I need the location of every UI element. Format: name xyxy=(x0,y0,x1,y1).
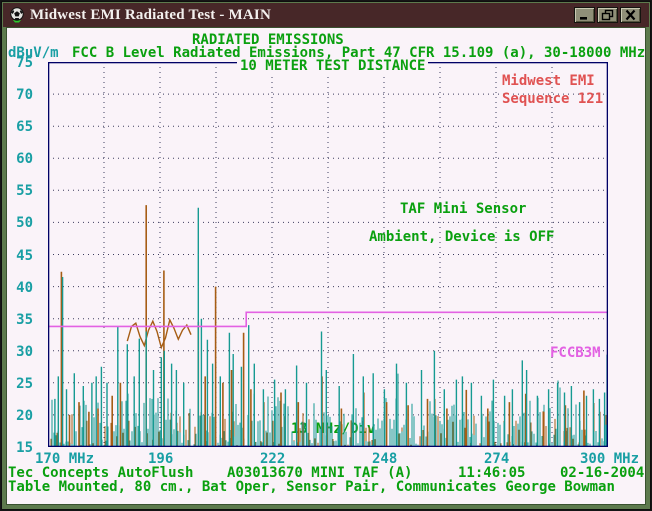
trace-teal-peaks xyxy=(54,207,608,447)
window-title: Midwest EMI Radiated Test - MAIN xyxy=(30,6,271,23)
x-tick-label: 300 MHz xyxy=(580,451,640,467)
y-tick-label: 20 xyxy=(16,408,33,424)
report-title: RADIATED EMISSIONS xyxy=(192,32,344,48)
limit-line xyxy=(48,311,608,328)
ambient-label: Ambient, Device is OFF xyxy=(369,229,555,245)
close-icon xyxy=(625,9,636,21)
y-tick-label: 75 xyxy=(16,55,33,71)
scale-note: 13 MHz/Div xyxy=(291,421,375,437)
minimize-button[interactable] xyxy=(574,7,595,23)
restore-button[interactable] xyxy=(597,7,618,23)
y-tick-label: 50 xyxy=(16,215,33,231)
sensor-label: TAF Mini Sensor xyxy=(400,201,527,217)
x-tick-label: 222 xyxy=(260,451,286,467)
facility-name: Midwest EMI xyxy=(502,73,595,89)
restore-icon xyxy=(601,9,614,21)
y-tick-label: 25 xyxy=(16,376,33,392)
close-button[interactable] xyxy=(620,7,641,23)
minimize-icon xyxy=(580,17,587,20)
window-controls xyxy=(574,7,641,23)
y-tick-label: 65 xyxy=(16,119,33,135)
emissions-plot: 13 MHz/Div xyxy=(48,62,608,447)
y-tick-label: 55 xyxy=(16,183,33,199)
y-tick-label: 60 xyxy=(16,151,33,167)
app-icon[interactable] xyxy=(9,7,25,23)
y-tick-label: 30 xyxy=(16,344,33,360)
y-tick-label: 70 xyxy=(16,87,33,103)
y-tick-label: 35 xyxy=(16,312,33,328)
status-date: 02-16-2004 xyxy=(560,465,645,481)
limit-label: FCCB3M xyxy=(550,345,601,361)
chart-client-area: RADIATED EMISSIONS dBuV/m FCC B Level Ra… xyxy=(7,28,645,504)
y-tick-label: 40 xyxy=(16,280,33,296)
status-time: 11:46:05 xyxy=(458,465,526,481)
y-unit-label: dBuV/m xyxy=(8,45,59,61)
x-tick-label: 170 MHz xyxy=(35,451,95,467)
status-device-id: A03013670 MINI TAF (A) xyxy=(227,465,413,481)
x-tick-label: 248 xyxy=(372,451,398,467)
status-company: Tec Concepts AutoFlush xyxy=(8,465,194,481)
x-tick-label: 274 xyxy=(484,451,510,467)
sequence-number: Sequence 121 xyxy=(502,91,604,107)
grid-dots xyxy=(48,62,608,447)
distance-line: 10 METER TEST DISTANCE xyxy=(237,59,429,73)
titlebar[interactable]: Midwest EMI Radiated Test - MAIN xyxy=(3,3,649,27)
spec-line: FCC B Level Radiated Emissions, Part 47 … xyxy=(72,45,646,61)
trace-brown-plateau xyxy=(126,317,192,350)
status-setup: Table Mounted, 80 cm., Bat Oper, Sensor … xyxy=(8,479,615,495)
y-tick-label: 15 xyxy=(16,440,33,456)
y-tick-label: 45 xyxy=(16,248,33,264)
x-tick-label: 196 xyxy=(148,451,174,467)
